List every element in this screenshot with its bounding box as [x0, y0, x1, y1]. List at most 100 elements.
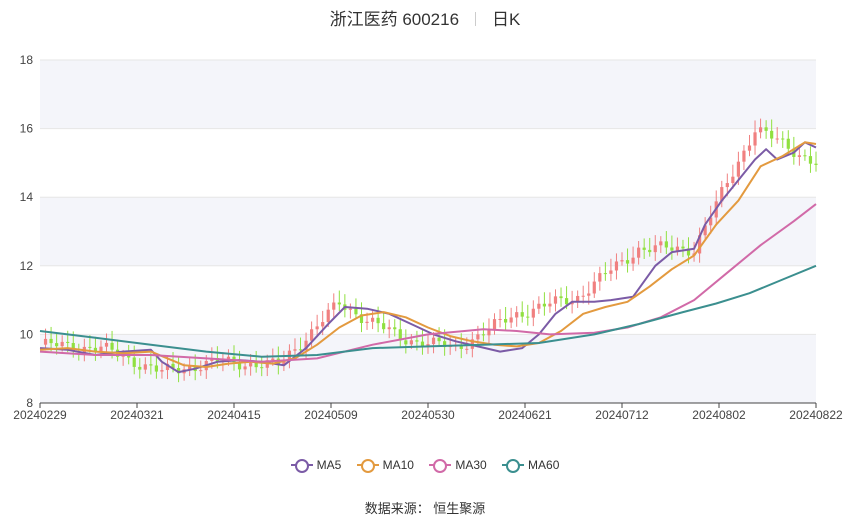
candle-body [138, 366, 142, 370]
candle-body [481, 334, 486, 336]
candle-body [104, 342, 109, 347]
candle-body [542, 303, 546, 307]
legend-swatch-ma60 [502, 459, 525, 473]
candle-body [43, 338, 48, 345]
y-tick-label: 10 [20, 327, 34, 341]
candle-body [808, 156, 813, 164]
candle-body [559, 296, 563, 299]
candle-body [55, 343, 59, 347]
candle-body [603, 273, 607, 275]
candle-body [348, 308, 352, 310]
candle-body [487, 329, 491, 336]
legend-item-ma30[interactable]: MA30 [429, 458, 487, 473]
candle-body [670, 247, 674, 251]
legend-item-ma5[interactable]: MA5 [290, 458, 342, 473]
candle-body [304, 340, 308, 351]
y-tick-label: 12 [20, 259, 34, 273]
candle-body [786, 138, 790, 149]
x-tick-label: 20240802 [692, 408, 746, 422]
y-tick-label: 14 [20, 190, 34, 204]
legend-item-ma10[interactable]: MA10 [356, 458, 414, 473]
candle-body [237, 362, 242, 370]
candle-body [553, 296, 558, 304]
candle-body [637, 247, 641, 258]
legend-swatch-ma10 [356, 459, 379, 473]
candle-body [758, 127, 763, 133]
candle-body [581, 295, 585, 297]
candle-body [564, 298, 569, 305]
candle-body [376, 317, 380, 324]
y-tick-label: 8 [26, 396, 33, 410]
candle-body [254, 362, 258, 368]
title-separator [475, 12, 477, 26]
candle-body [226, 356, 231, 361]
chart-title: 浙江医药 600216 日K [0, 5, 850, 30]
candle-body [409, 340, 413, 345]
candle-body [437, 337, 441, 342]
candle-body [382, 323, 386, 330]
candle-body [659, 241, 663, 246]
data-source: 数据来源： 恒生聚源 [364, 501, 486, 516]
legend-label-ma5: MA5 [316, 458, 342, 472]
legend-label-ma10: MA10 [382, 458, 414, 472]
candle-body [188, 366, 192, 370]
legend-item-ma60[interactable]: MA60 [502, 458, 559, 473]
candle-body [354, 308, 358, 315]
candle-body [747, 145, 752, 151]
candle-body [520, 312, 524, 317]
grid-band [40, 197, 816, 266]
candle-body [736, 161, 740, 177]
candle-body [720, 187, 724, 202]
candle-body [742, 150, 746, 162]
candle-body [609, 270, 613, 274]
candle-body [537, 303, 541, 309]
candle-body [781, 138, 785, 140]
candle-body [459, 344, 463, 349]
candle-body [88, 346, 92, 348]
candle-body [681, 246, 685, 249]
candle-body [49, 338, 53, 344]
candle-body [515, 312, 519, 318]
candle-body [770, 130, 774, 139]
candle-body [332, 302, 336, 310]
candle-body [143, 364, 147, 370]
x-tick-label: 20240530 [401, 408, 455, 422]
legend-label-ma30: MA30 [455, 458, 487, 472]
grid-band [40, 60, 816, 129]
candle-body [415, 340, 419, 342]
candle-body [731, 176, 735, 184]
candle-body [60, 341, 64, 347]
candle-body [631, 257, 635, 264]
candle-body [797, 155, 801, 157]
candle-body [498, 318, 502, 320]
candle-body [698, 235, 702, 254]
candle-body [709, 217, 713, 226]
candle-body [93, 347, 98, 352]
x-tick-label: 20240415 [207, 408, 261, 422]
candle-body [526, 316, 530, 318]
candle-body [803, 155, 807, 157]
candle-body [587, 293, 591, 296]
candle-body [620, 260, 624, 262]
period-label: 日K [492, 10, 521, 29]
candle-body [531, 308, 535, 318]
candle-body [548, 303, 552, 307]
candle-body [260, 367, 264, 369]
candle-body [121, 355, 125, 357]
candle-body [321, 322, 325, 327]
candle-body [282, 360, 286, 366]
ma-line-ma60 [39, 264, 817, 358]
candle-body [171, 363, 175, 369]
candle-body [71, 342, 75, 352]
candle-body [576, 295, 580, 302]
candle-body [310, 329, 314, 341]
candle-body [293, 349, 297, 351]
ma-line-ma30 [39, 203, 817, 363]
candle-body [315, 326, 319, 330]
candle-body [337, 302, 341, 305]
candle-body [326, 309, 330, 323]
candle-body [99, 346, 103, 352]
y-tick-label: 16 [20, 122, 34, 136]
y-tick-label: 18 [20, 53, 34, 67]
